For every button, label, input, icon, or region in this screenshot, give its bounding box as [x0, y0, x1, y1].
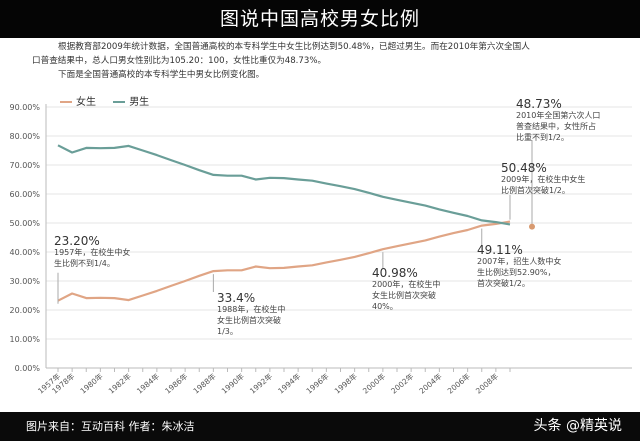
- y-tick-label: 10.00%: [9, 335, 40, 344]
- page-title: 图说中国高校男女比例: [0, 0, 640, 38]
- annotation-2007: 49.11% 2007年，招生人数中女 生比例达到52.90%， 首次突破1/2。: [477, 243, 562, 289]
- annotation-text: 2000年，在校生中: [372, 280, 441, 289]
- x-tick-label: 2000年: [360, 371, 387, 396]
- annotation-2009: 50.48% 2009年，在校生中女生 比例首次突破1/2。: [501, 161, 586, 196]
- annotation-2010: 48.73% 2010年全国第六次人口 普查结果中，女性所占 比重不到1/2。: [516, 97, 601, 143]
- y-tick-label: 50.00%: [9, 219, 40, 228]
- male-series-line: [57, 144, 511, 226]
- intro-text: 根据教育部2009年统计数据，全国普通高校的本专科学生中女生比例达到50.48%…: [32, 40, 622, 82]
- x-tick-label: 1982年: [106, 371, 133, 396]
- annotation-text: 女生比例首次突破: [372, 291, 436, 300]
- y-tick-label: 90.00%: [9, 103, 40, 112]
- annotation-value: 49.11%: [477, 243, 523, 257]
- y-tick-label: 80.00%: [9, 132, 40, 141]
- female-series-line: [57, 220, 511, 302]
- y-tick-label: 30.00%: [9, 277, 40, 286]
- annotation-text: 1988年，在校生中: [217, 305, 286, 314]
- annotation-text: 生比例达到52.90%，: [477, 268, 556, 277]
- annotation-text: 女生比例首次突破: [217, 316, 281, 325]
- annotation-text: 1/3。: [217, 327, 238, 336]
- annotation-text: 比重不到1/2。: [516, 133, 569, 142]
- x-tick-label: 1988年: [191, 371, 218, 396]
- y-tick-label: 0.00%: [15, 364, 41, 373]
- annotation-value: 23.20%: [54, 234, 100, 248]
- x-tick-label: 2002年: [389, 371, 416, 396]
- annotation-text: 2007年，招生人数中女: [477, 257, 562, 266]
- annotation-value: 33.4%: [217, 291, 256, 305]
- legend-item-male: 男生: [113, 97, 149, 108]
- intro-line: 口普查结果中，总人口男女性别比为105.20：100，女性比重仅为48.73%。: [32, 56, 327, 66]
- annotation-text: 比例首次突破1/2。: [501, 186, 570, 195]
- annotation-text: 生比例不到1/4。: [54, 259, 115, 268]
- legend-item-female: 女生: [60, 97, 96, 108]
- x-tick-label: 2008年: [473, 371, 500, 396]
- x-tick-label: 1984年: [134, 371, 161, 396]
- x-tick-label: 1996年: [304, 371, 331, 396]
- annotation-1957: 23.20% 1957年，在校生中女 生比例不到1/4。: [54, 234, 131, 269]
- watermark: 头条 @精英说: [533, 418, 622, 434]
- intro-line: 根据教育部2009年统计数据，全国普通高校的本专科学生中女生比例达到50.48%…: [58, 42, 530, 52]
- annotation-text: 40%。: [372, 302, 398, 311]
- source-credit: 图片来自：互动百科 作者：朱冰洁: [26, 420, 195, 433]
- point-2010: [529, 223, 535, 230]
- annotation-text: 普查结果中，女性所占: [516, 122, 596, 131]
- x-tick-label: 2006年: [445, 371, 472, 396]
- y-tick-label: 60.00%: [9, 190, 40, 199]
- annotation-text: 首次突破1/2。: [477, 279, 530, 288]
- footer-bar: 图片来自：互动百科 作者：朱冰洁 头条 @精英说: [0, 412, 640, 441]
- annotation-1988: 33.4% 1988年，在校生中 女生比例首次突破 1/3。: [217, 291, 286, 337]
- x-tick-label: 1990年: [219, 371, 246, 396]
- legend-swatch: [60, 101, 72, 103]
- annotation-text: 2009年，在校生中女生: [501, 175, 586, 184]
- legend-swatch: [113, 101, 126, 103]
- legend-label: 女生: [76, 97, 96, 108]
- annotation-value: 50.48%: [501, 161, 547, 175]
- x-tick-label: 1980年: [78, 371, 105, 396]
- y-tick-label: 20.00%: [9, 306, 40, 315]
- legend-label: 男生: [129, 97, 150, 108]
- intro-line: 下面是全国普通高校的本专科学生中男女比例变化图。: [58, 70, 265, 80]
- annotation-value: 48.73%: [516, 97, 562, 111]
- x-tick-label: 1998年: [332, 371, 359, 396]
- annotation-text: 1957年，在校生中女: [54, 248, 131, 257]
- annotation-text: 2010年全国第六次人口: [516, 111, 601, 120]
- y-tick-label: 40.00%: [9, 248, 40, 257]
- y-tick-label: 70.00%: [9, 161, 40, 170]
- annotation-2000: 40.98% 2000年，在校生中 女生比例首次突破 40%。: [372, 266, 441, 312]
- x-tick-label: 2004年: [417, 371, 444, 396]
- chart-legend: 女生 男生: [60, 93, 163, 108]
- x-tick-label: 1994年: [276, 371, 303, 396]
- annotation-value: 40.98%: [372, 266, 418, 280]
- x-tick-label: 1992年: [247, 371, 274, 396]
- x-tick-label: 1986年: [163, 371, 190, 396]
